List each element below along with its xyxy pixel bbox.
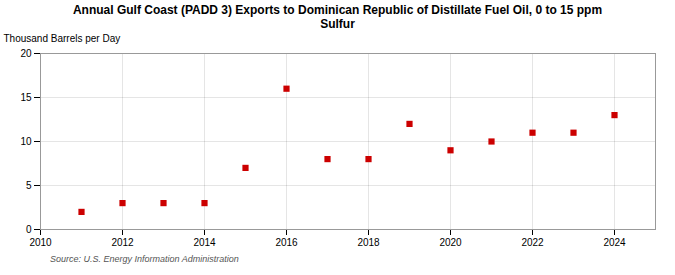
svg-text:0: 0 [26, 224, 32, 235]
svg-text:2016: 2016 [275, 237, 298, 248]
svg-text:2024: 2024 [603, 237, 626, 248]
svg-text:10: 10 [20, 136, 32, 147]
svg-text:20: 20 [20, 48, 32, 59]
html-text:Annual Gulf Coast (PADD 3) Exp: Annual Gulf Coast (PADD 3) Exports to Do… [72, 3, 603, 17]
svg-text:2022: 2022 [521, 237, 544, 248]
svg-text:2014: 2014 [193, 237, 216, 248]
svg-text:2020: 2020 [439, 237, 462, 248]
svg-text:2012: 2012 [111, 237, 134, 248]
svg-text:15: 15 [20, 92, 32, 103]
svg-text:2010: 2010 [29, 237, 52, 248]
html-text:Source: U.S. Energy Informatio: Source: U.S. Energy Information Administ… [50, 254, 239, 264]
html-text:Sulfur: Sulfur [320, 17, 355, 31]
svg-text:5: 5 [26, 180, 32, 191]
svg-text:2018: 2018 [357, 237, 380, 248]
svg-text:Thousand Barrels per Day: Thousand Barrels per Day [4, 33, 121, 44]
